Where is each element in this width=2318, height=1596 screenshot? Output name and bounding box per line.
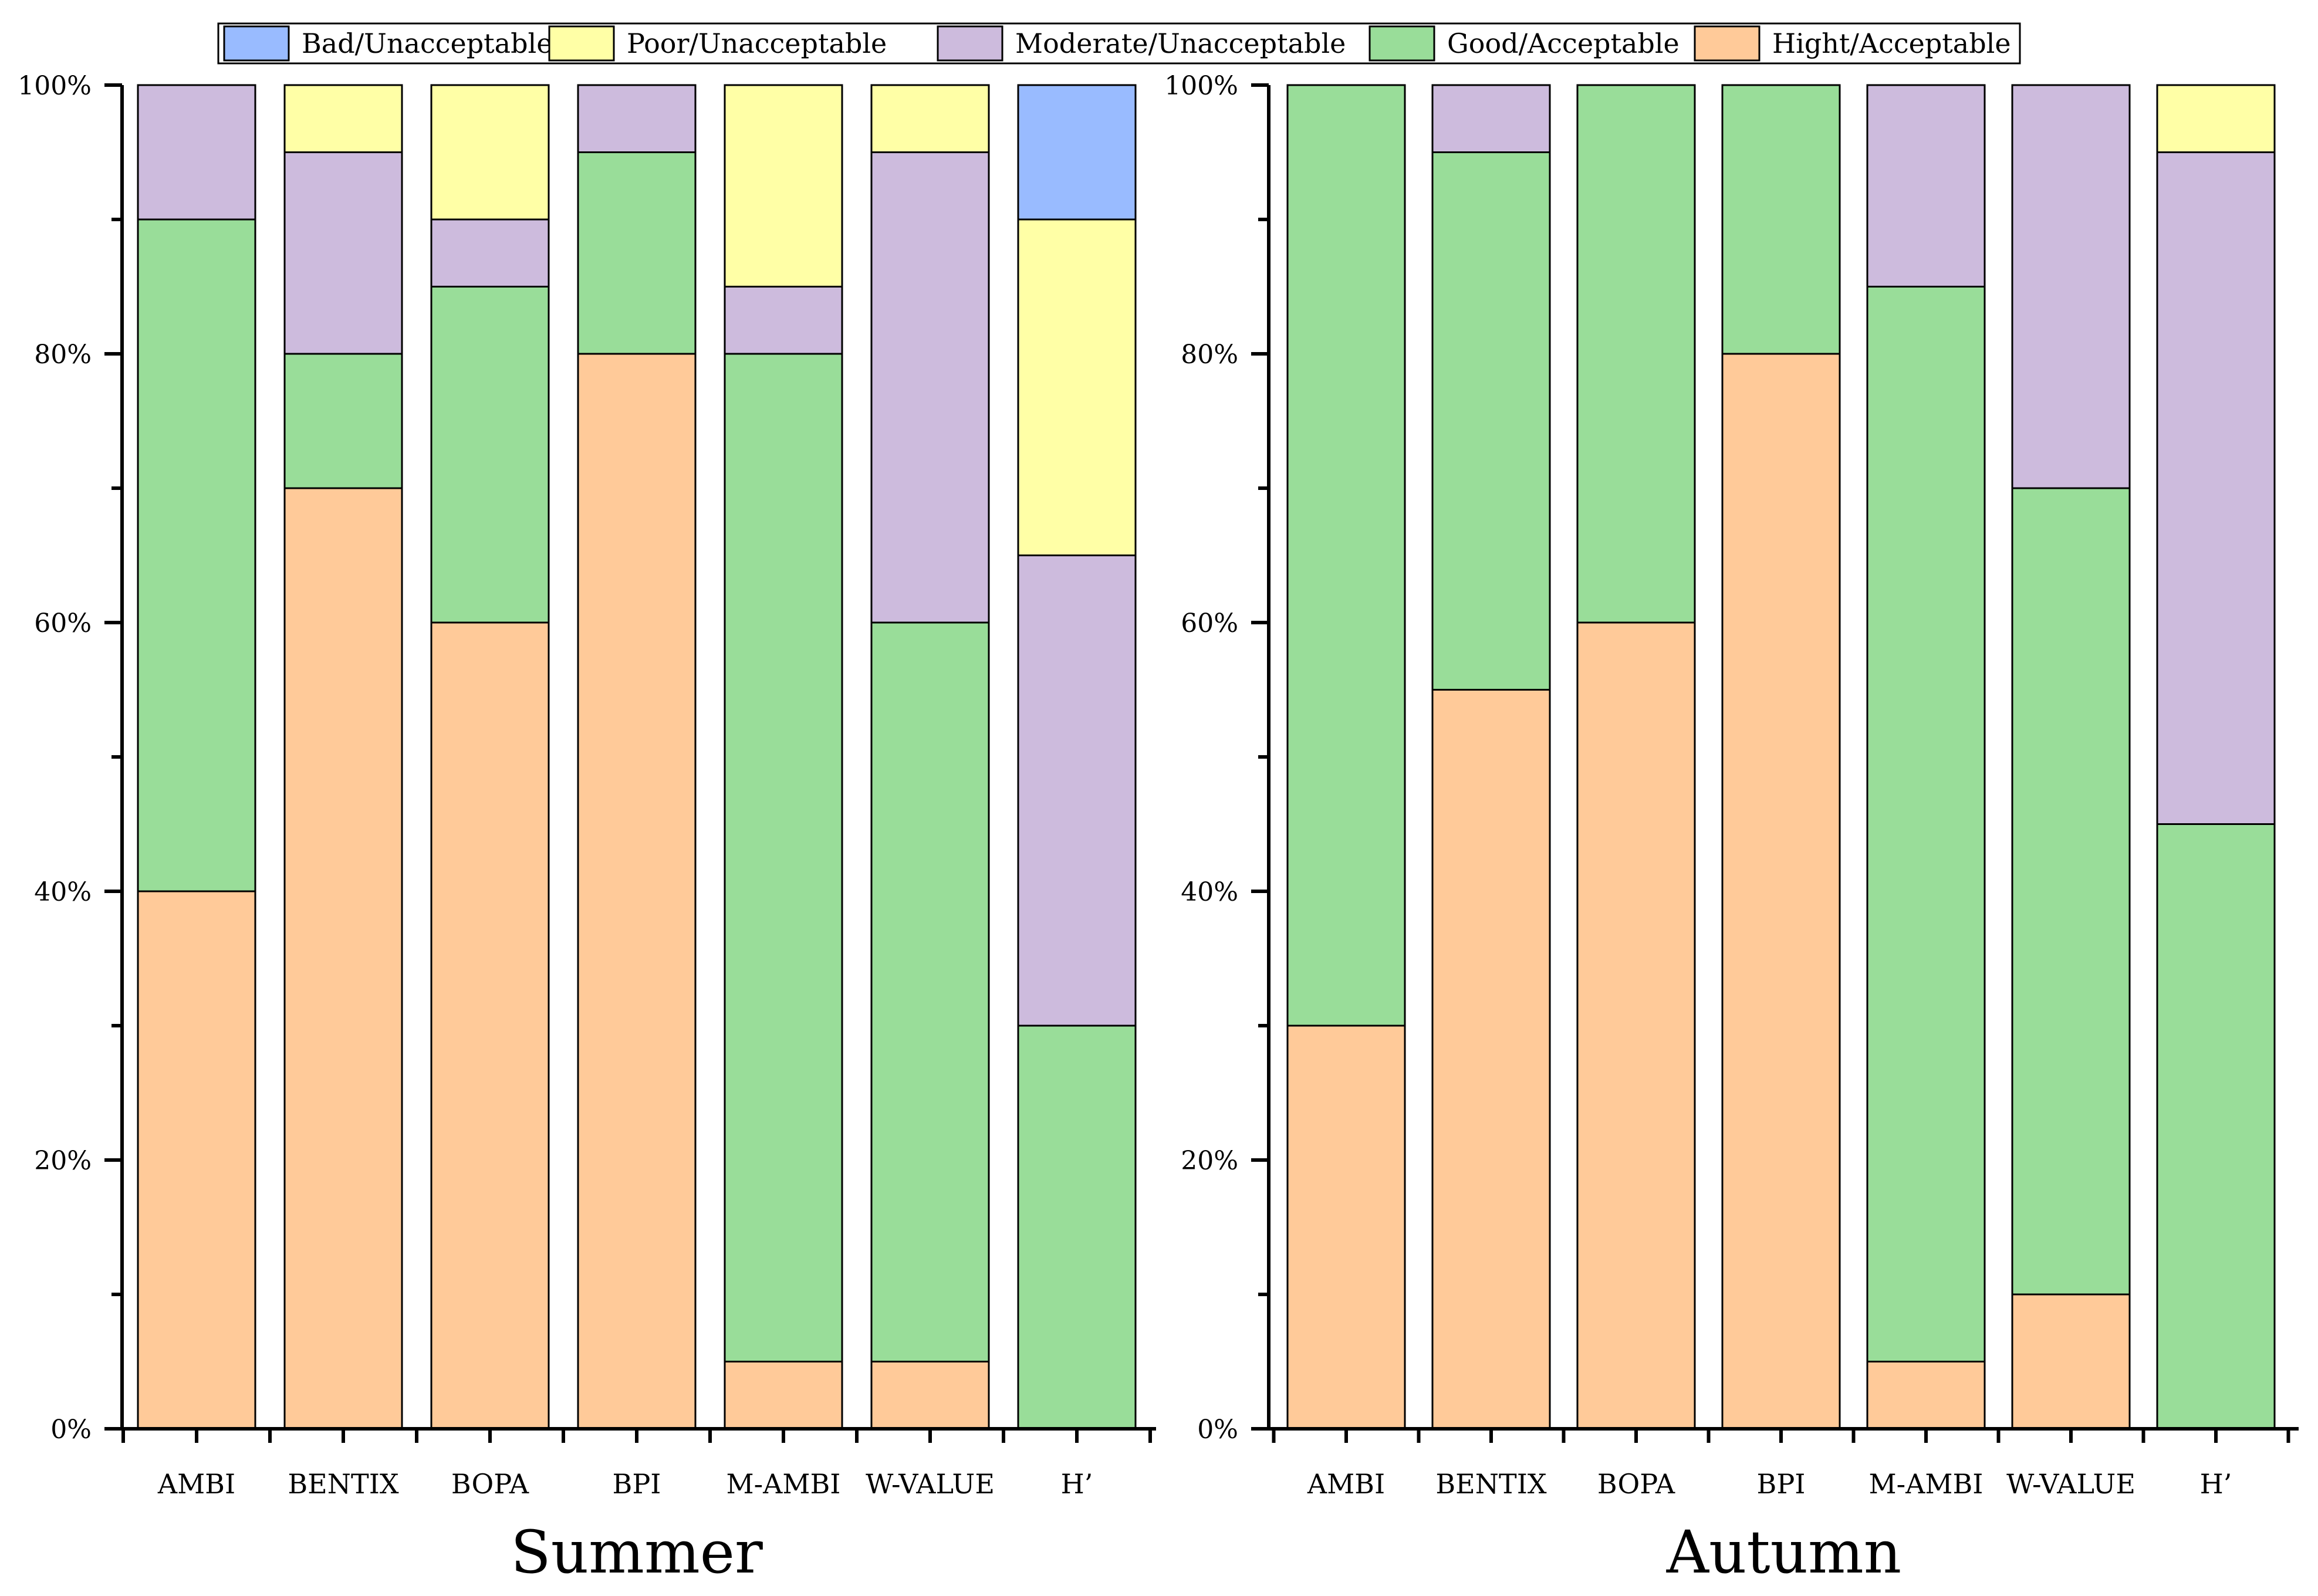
y-tick-label-40: 40% [1181,877,1238,907]
bar-autumn-ambi-high [1286,1024,1406,1430]
bar-autumn-m-ambi-high [1866,1361,1986,1430]
bar-autumn-w-value-moderate [2011,84,2131,489]
bar-summer-w-value-moderate [870,151,990,624]
bar-summer-bentix-moderate [283,151,403,355]
legend-swatch-moderate [937,25,1003,62]
bar-summer-bpi-moderate [577,84,697,153]
bar-summer-m-ambi-moderate [724,286,843,355]
bar-summer-h-bad [1017,84,1137,221]
bar-autumn-bentix-good [1431,151,1551,691]
legend-label-high: Hight/Acceptable [1772,28,2011,59]
bar-autumn-h-poor [2156,84,2276,153]
y-tick-label-60: 60% [34,608,92,638]
bar-autumn-ambi-good [1286,84,1406,1027]
bar-summer-h-poor [1017,218,1137,556]
bar-summer-bopa-moderate [430,218,550,288]
bar-autumn-m-ambi-moderate [1866,84,1986,288]
bar-autumn-bopa-good [1576,84,1696,624]
bar-autumn-bentix-high [1431,689,1551,1430]
bar-autumn-w-value-good [2011,487,2131,1296]
bar-summer-m-ambi-high [724,1361,843,1430]
x-tick-label-bopa: BOPA [1597,1468,1675,1500]
bar-summer-ambi-good [137,218,256,892]
x-tick-label-bpi: BPI [1757,1468,1806,1500]
legend-swatch-bad [223,25,290,62]
bar-autumn-m-ambi-good [1866,286,1986,1362]
legend-swatch-good [1369,25,1435,62]
bar-summer-bpi-high [577,353,697,1430]
y-tick-label-20: 20% [1181,1146,1238,1176]
x-tick-label-w-value: W-VALUE [2006,1468,2135,1500]
bar-summer-w-value-high [870,1361,990,1430]
x-tick-label-ambi: AMBI [157,1468,235,1500]
x-tick-label-bentix: BENTIX [288,1468,398,1500]
bar-summer-bentix-good [283,353,403,489]
y-tick-label-40: 40% [34,877,92,907]
y-tick-label-60: 60% [1181,608,1238,638]
x-tick-label-m-ambi: M-AMBI [1869,1468,1984,1500]
y-tick-label-0: 0% [50,1415,92,1445]
bar-summer-h-good [1017,1024,1137,1430]
bar-autumn-bopa-high [1576,621,1696,1430]
bar-autumn-bentix-moderate [1431,84,1551,153]
x-tick-label-h: H’ [2200,1468,2232,1500]
bar-summer-bopa-high [430,621,550,1430]
x-tick-label-bpi: BPI [613,1468,661,1500]
x-tick-label-h: H’ [1061,1468,1093,1500]
legend-label-good: Good/Acceptable [1447,28,1680,59]
summer-panel: AMBI BENTIX BOPA BPI M-AMBI W-VALUE H’ 0% 20% 40%… [18,71,1156,1587]
chart-title-summer: Summer [511,1518,763,1587]
bar-summer-w-value-good [870,621,990,1362]
x-tick-label-m-ambi: M-AMBI [727,1468,841,1500]
legend-label-bad: Bad/Unacceptable [302,28,552,59]
y-tick-label-80: 80% [1181,340,1238,370]
bar-summer-m-ambi-good [724,353,843,1362]
chart-title-autumn: Autumn [1666,1518,1901,1587]
legend-swatch-poor [548,25,615,62]
bar-summer-ambi-high [137,890,256,1430]
bar-autumn-bpi-high [1721,353,1841,1430]
bar-autumn-bpi-good [1721,84,1841,355]
x-tick-label-bentix: BENTIX [1435,1468,1546,1500]
bar-autumn-w-value-high [2011,1293,2131,1430]
autumn-panel: AMBI BENTIX BOPA BPI M-AMBI W-VALUE H’ 0% 20% 40%… [1164,71,2299,1587]
bar-summer-ambi-moderate [137,84,256,221]
legend-swatch-high [1694,25,1761,62]
x-tick-label-w-value: W-VALUE [866,1468,995,1500]
y-tick-label-20: 20% [34,1146,92,1176]
y-tick-label-100: 100% [1164,71,1238,101]
y-tick-label-100: 100% [18,71,92,101]
bar-summer-bopa-poor [430,84,550,221]
bar-autumn-h-moderate [2156,151,2276,825]
bar-summer-bpi-good [577,151,697,355]
y-tick-label-80: 80% [34,340,92,370]
bar-summer-bentix-high [283,487,403,1430]
legend: Bad/Unacceptable Poor/Unacceptable Moderat… [217,22,2021,65]
y-tick-label-0: 0% [1197,1415,1238,1445]
x-tick-label-bopa: BOPA [451,1468,529,1500]
bar-autumn-h-good [2156,823,2276,1430]
bar-summer-bopa-good [430,286,550,624]
bar-summer-bentix-poor [283,84,403,153]
bar-summer-h-moderate [1017,554,1137,1027]
bar-summer-m-ambi-poor [724,84,843,288]
legend-label-poor: Poor/Unacceptable [627,28,887,59]
legend-label-moderate: Moderate/Unacceptable [1015,28,1346,59]
x-tick-label-ambi: AMBI [1307,1468,1385,1500]
bar-summer-w-value-poor [870,84,990,153]
